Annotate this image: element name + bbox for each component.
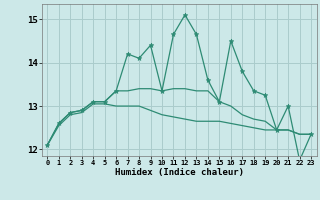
X-axis label: Humidex (Indice chaleur): Humidex (Indice chaleur) <box>115 168 244 177</box>
